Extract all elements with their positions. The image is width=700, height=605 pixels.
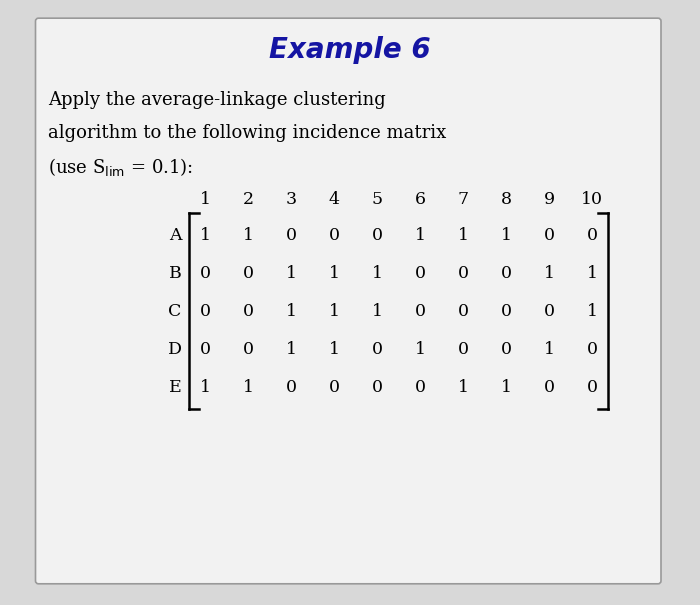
Text: 0: 0 [328,379,339,396]
Text: 1: 1 [458,379,468,396]
Text: 7: 7 [457,192,468,209]
Text: 1: 1 [587,264,598,281]
Text: 1: 1 [372,264,382,281]
Text: 0: 0 [414,379,426,396]
Text: 2: 2 [242,192,253,209]
Text: 1: 1 [242,379,253,396]
Text: 1: 1 [328,341,339,358]
Text: 1: 1 [328,302,339,319]
Text: 1: 1 [458,226,468,243]
Text: 0: 0 [543,226,554,243]
Text: 1: 1 [414,226,426,243]
Text: 0: 0 [500,341,512,358]
Text: 0: 0 [372,341,382,358]
Text: 4: 4 [328,192,339,209]
Text: 0: 0 [543,302,554,319]
Text: 1: 1 [286,264,297,281]
Text: 0: 0 [372,226,382,243]
Text: 1: 1 [286,341,297,358]
Text: 0: 0 [286,379,297,396]
Text: 0: 0 [242,264,253,281]
Text: 0: 0 [543,379,554,396]
Text: 10: 10 [581,192,603,209]
FancyBboxPatch shape [36,18,661,584]
Text: 0: 0 [587,379,598,396]
Text: 0: 0 [199,341,211,358]
Text: 1: 1 [372,302,382,319]
Text: 0: 0 [587,226,598,243]
Text: 8: 8 [500,192,512,209]
Text: D: D [168,341,182,358]
Text: 1: 1 [500,226,512,243]
Text: Apply the average-linkage clustering: Apply the average-linkage clustering [48,91,386,109]
Text: 0: 0 [286,226,297,243]
Text: 0: 0 [587,341,598,358]
Text: 0: 0 [242,302,253,319]
Text: 0: 0 [372,379,382,396]
Text: B: B [169,264,181,281]
Text: 5: 5 [372,192,383,209]
Text: 0: 0 [458,302,468,319]
Text: 0: 0 [414,302,426,319]
Text: Example 6: Example 6 [270,36,430,64]
Text: 0: 0 [199,264,211,281]
Text: 0: 0 [500,302,512,319]
Text: 9: 9 [543,192,554,209]
Text: 1: 1 [286,302,297,319]
Text: 1: 1 [199,192,211,209]
Text: 0: 0 [500,264,512,281]
Text: 0: 0 [458,341,468,358]
Text: 0: 0 [328,226,339,243]
Text: 0: 0 [458,264,468,281]
Text: 0: 0 [414,264,426,281]
Text: 0: 0 [199,302,211,319]
Text: 1: 1 [587,302,598,319]
Text: 1: 1 [414,341,426,358]
Text: C: C [168,302,182,319]
Text: 0: 0 [242,341,253,358]
Text: A: A [169,226,181,243]
Text: 1: 1 [199,226,211,243]
Text: (use S$_{\mathrm{lim}}$ = 0.1):: (use S$_{\mathrm{lim}}$ = 0.1): [48,156,193,178]
Text: E: E [169,379,181,396]
Text: 6: 6 [414,192,426,209]
Text: 1: 1 [242,226,253,243]
Text: 1: 1 [543,341,554,358]
Text: 3: 3 [286,192,297,209]
Text: 1: 1 [328,264,339,281]
Text: 1: 1 [199,379,211,396]
Text: 1: 1 [543,264,554,281]
Text: algorithm to the following incidence matrix: algorithm to the following incidence mat… [48,124,447,142]
Text: 1: 1 [500,379,512,396]
